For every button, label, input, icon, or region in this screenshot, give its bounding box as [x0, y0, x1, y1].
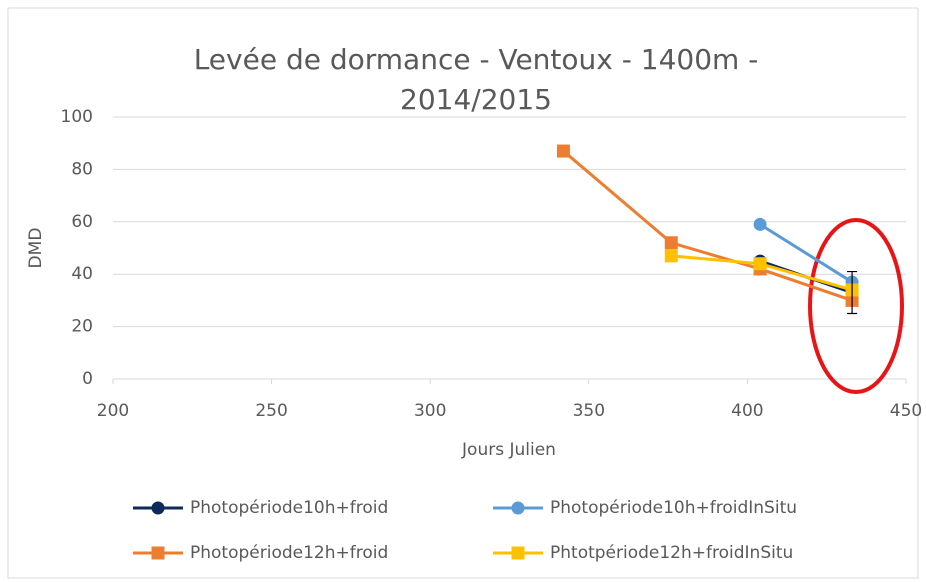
x-axis-label: Jours Julien [461, 440, 556, 460]
y-tick-label: 20 [71, 317, 93, 337]
legend-marker [151, 501, 165, 515]
x-tick-label: 450 [890, 401, 922, 421]
y-tick-label: 40 [71, 264, 93, 284]
series-line [562, 149, 853, 302]
legend-label: Photopériode12h+froid [190, 543, 388, 563]
y-tick-label: 60 [71, 212, 93, 232]
y-tick-label: 100 [61, 107, 93, 127]
x-tick-label: 350 [573, 401, 605, 421]
chart-border [7, 7, 919, 579]
legend-marker [511, 546, 525, 560]
marker [664, 236, 678, 250]
legend-marker [151, 546, 165, 560]
highlight-ellipse [808, 218, 904, 394]
y-tick-label: 0 [82, 369, 93, 389]
legend-label: Photopériode10h+froid [190, 498, 388, 518]
marker [753, 257, 767, 271]
x-tick-label: 200 [97, 401, 129, 421]
x-tick-label: 400 [731, 401, 763, 421]
marker [556, 144, 570, 158]
marker [664, 249, 678, 263]
marker [753, 217, 767, 231]
x-tick-label: 300 [414, 401, 446, 421]
chart-title: Levée de dormance - Ventoux - 1400m - 20… [193, 43, 759, 116]
legend-marker [511, 501, 525, 515]
error-bar [847, 270, 858, 315]
series-line [759, 223, 853, 284]
legend-label: Phtotpériode12h+froidInSitu [550, 543, 793, 563]
legend-label: Photopériode10h+froidInSitu [550, 498, 797, 518]
y-axis-label: DMD [26, 228, 46, 269]
x-tick-label: 250 [255, 401, 287, 421]
y-tick-label: 80 [71, 159, 93, 179]
